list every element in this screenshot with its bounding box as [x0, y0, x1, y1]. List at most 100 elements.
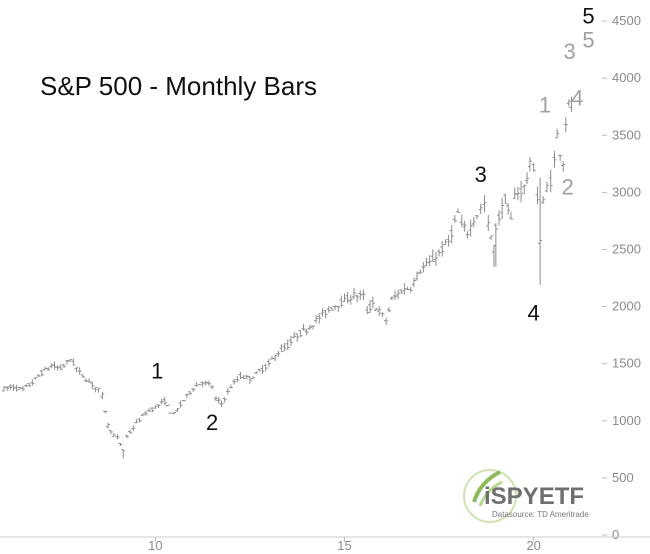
ohlc-bar	[339, 295, 344, 308]
ohlc-bar	[411, 277, 416, 288]
ohlc-bar	[486, 215, 491, 231]
ohlc-bar	[27, 383, 32, 387]
y-tick-label: 500	[612, 470, 634, 485]
ohlc-bar	[449, 225, 454, 244]
wave-label: 2	[206, 410, 218, 435]
ohlc-bar	[558, 154, 563, 161]
ohlc-bar	[266, 358, 271, 367]
ohlc-bar	[140, 413, 145, 416]
ohlc-bar	[471, 217, 476, 228]
ohlc-bar	[128, 429, 133, 434]
ohlc-bar	[544, 181, 549, 193]
y-tick-label: 1000	[612, 413, 641, 428]
ohlc-bar	[386, 307, 391, 313]
ohlc-bar	[548, 169, 553, 193]
ohlc-bar	[506, 203, 511, 215]
ohlc-bar	[216, 397, 221, 404]
ohlc-bar	[58, 363, 63, 371]
ohlc-bar	[108, 430, 113, 435]
y-tick-label: 3000	[612, 184, 641, 199]
ohlc-bar	[65, 360, 70, 365]
ohlc-bar	[131, 425, 136, 432]
logo-ring-icon	[463, 469, 517, 523]
ohlc-bar	[61, 363, 66, 368]
ohlc-bar	[326, 306, 331, 313]
ohlc-bar	[39, 369, 44, 377]
wave-count-labels: 1 2 3 4 5 1 2 3 4 5	[151, 3, 595, 435]
ohlc-bar	[468, 219, 473, 237]
ohlc-bar	[519, 180, 524, 203]
ohlc-bar	[134, 419, 139, 424]
wave-label: 3	[563, 39, 575, 64]
ohlc-bar	[251, 376, 256, 379]
ohlc-bar	[36, 374, 41, 377]
ohlc-bar	[285, 339, 290, 350]
ohlc-bar	[298, 330, 303, 338]
y-tick-label: 2000	[612, 299, 641, 314]
ohlc-bar	[90, 381, 95, 390]
wave-label: 4	[571, 86, 583, 111]
ohlc-bar	[345, 291, 350, 304]
ohlc-bar	[244, 374, 249, 380]
ohlc-bar	[83, 378, 88, 383]
ohlc-bar	[225, 387, 230, 395]
x-tick-label: 20	[526, 538, 540, 553]
ohlc-bar	[100, 391, 105, 400]
y-axis: 0 500 1000 1500 2000 2500 3000 3500 4000 4500	[602, 13, 641, 542]
ohlc-bar	[115, 434, 120, 440]
x-tick-label: 15	[337, 538, 351, 553]
ohlc-bar	[111, 432, 116, 438]
ohlc-bar	[421, 261, 426, 273]
ohlc-bar	[456, 208, 461, 213]
ohlc-bar	[531, 162, 536, 172]
ohlc-bar	[314, 314, 319, 324]
ohlc-bar	[508, 211, 513, 220]
ohlc-bar	[478, 203, 483, 215]
ohlc-bar	[566, 99, 571, 107]
ohlc-bar	[282, 342, 287, 352]
ohlc-bar	[124, 434, 129, 439]
ohlc-bar	[206, 380, 211, 386]
ohlc-bar	[342, 293, 347, 303]
ohlc-bar	[254, 371, 259, 374]
ohlc-bar	[361, 289, 366, 301]
ohlc-bar	[329, 307, 334, 311]
ispyetf-logo: iSPYETF Datasource: TD Ameritrade	[463, 469, 589, 523]
chart-title: S&P 500 - Monthly Bars	[40, 71, 317, 101]
ohlc-bar	[465, 231, 470, 239]
logo-arc-icon	[472, 470, 501, 503]
ohlc-bar	[241, 375, 246, 380]
ohlc-bar	[71, 358, 76, 366]
y-tick-label: 3500	[612, 127, 641, 142]
ohlc-bar	[30, 379, 35, 386]
wave-label: 3	[475, 162, 487, 187]
ohlc-bar	[569, 96, 574, 112]
ohlc-bar	[257, 368, 262, 372]
ohlc-bar	[213, 395, 218, 402]
ohlc-bar	[184, 393, 189, 399]
ohlc-bar	[147, 408, 152, 413]
ohlc-bar	[541, 196, 546, 205]
ohlc-bar	[396, 289, 401, 299]
ohlc-bar	[402, 283, 407, 295]
wave-label: 5	[582, 3, 594, 28]
wave-label: 1	[151, 359, 163, 384]
ohlc-bar	[351, 287, 356, 299]
ohlc-bar	[181, 400, 186, 402]
ohlc-bar	[87, 378, 92, 383]
ohlc-bar	[452, 215, 457, 223]
ohlc-bar	[8, 384, 13, 390]
ohlc-bar	[292, 332, 297, 339]
ohlc-bar	[446, 235, 451, 247]
ohlc-bar	[80, 374, 85, 378]
ohlc-bar	[156, 404, 161, 408]
ohlc-bar	[222, 397, 227, 403]
ohlc-bar	[462, 220, 467, 232]
ohlc-bar	[203, 380, 208, 386]
ohlc-bar	[368, 300, 373, 314]
ohlc-bar	[384, 317, 389, 326]
ohlc-bar	[178, 400, 183, 408]
ohlc-bar	[188, 391, 193, 396]
ohlc-bar	[336, 305, 341, 312]
ohlc-bar	[106, 422, 111, 429]
